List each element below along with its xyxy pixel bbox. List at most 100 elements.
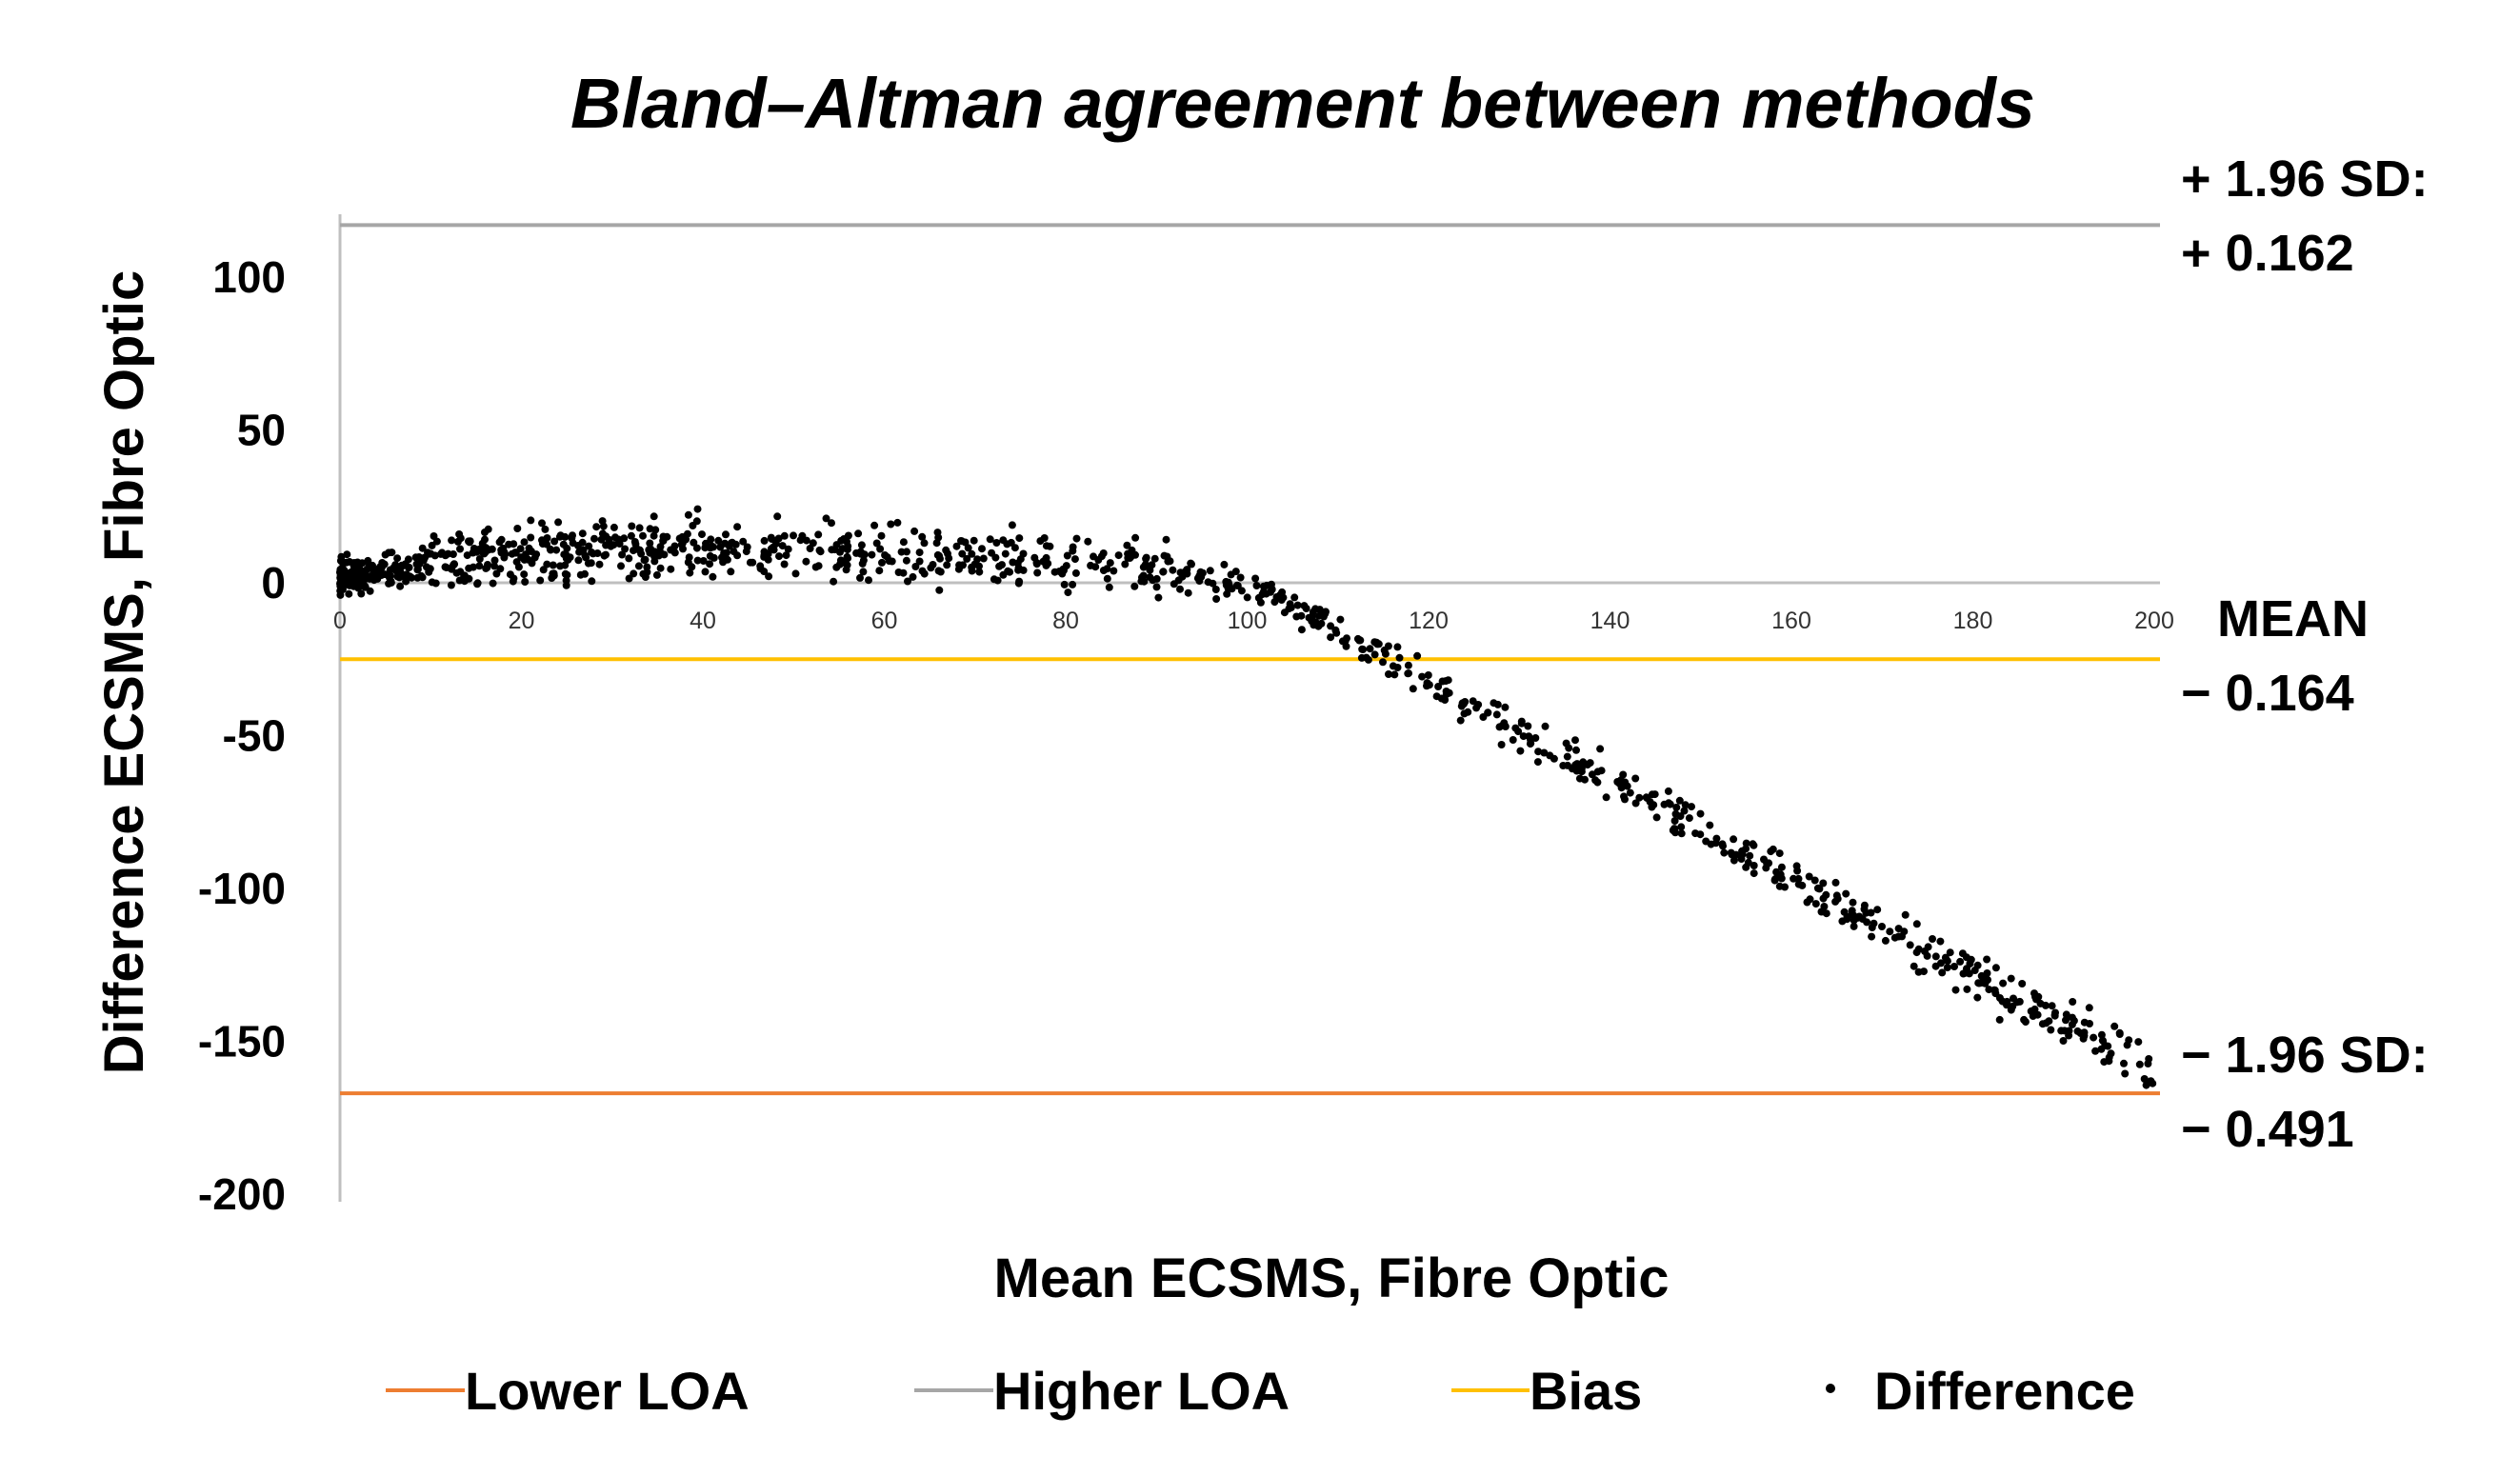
difference-point [1046,542,1054,550]
difference-point [843,537,850,546]
difference-point [520,570,529,579]
difference-point [355,566,364,574]
difference-point [858,559,867,568]
difference-point [670,549,679,557]
difference-point [1999,979,2008,987]
legend-bias-label: Bias [1530,1361,1642,1421]
difference-point [628,522,636,530]
difference-point [1015,534,1024,543]
legend-higher-loa-label: Higher LOA [993,1361,1290,1421]
difference-point [1212,595,1221,603]
difference-point [1137,577,1146,586]
difference-point [995,562,1004,570]
difference-point [1956,957,1965,966]
difference-point [1946,948,1954,957]
difference-point [1728,850,1736,859]
difference-point [646,525,654,533]
difference-point [868,550,876,559]
difference-point [1631,799,1640,808]
difference-point [605,535,613,544]
difference-point [562,554,570,563]
difference-point [456,545,464,553]
x-tick-label: 140 [1590,608,1630,634]
difference-point [2007,974,2015,983]
difference-point [450,560,458,568]
difference-point [1196,568,1205,576]
difference-point [1670,817,1679,825]
difference-point [1267,588,1274,596]
difference-point [1706,821,1714,829]
difference-point [2080,1031,2089,1040]
difference-point [1985,986,1993,994]
difference-point [844,554,852,563]
difference-point [431,579,440,588]
difference-point [631,540,640,549]
difference-point [1438,677,1447,686]
difference-point [1577,768,1586,776]
difference-point [857,541,866,549]
difference-point [575,548,584,556]
difference-point [727,568,735,576]
difference-point [374,566,383,574]
difference-point [1032,560,1041,568]
difference-point [2123,1041,2131,1049]
difference-point [2121,1069,2130,1078]
difference-point [1541,722,1550,730]
difference-point [842,544,850,552]
difference-point [693,505,702,513]
difference-point [1183,569,1191,578]
difference-point [770,546,778,554]
x-tick-label: 180 [1953,608,1993,634]
difference-point [404,564,412,571]
difference-point [1141,560,1150,568]
mean-annotation-line2: − 0.164 [2181,665,2354,722]
difference-point [756,565,765,573]
difference-point [1938,968,1947,977]
difference-point [1811,900,1820,908]
difference-point [373,574,382,583]
difference-point [1813,884,1822,892]
difference-point [625,574,633,583]
difference-point [559,540,568,549]
difference-point [701,544,710,552]
difference-point [1966,960,1974,967]
difference-point [1385,670,1392,678]
difference-point [822,514,830,523]
difference-point [963,554,971,563]
difference-point [2100,1058,2109,1067]
difference-point [790,531,797,540]
difference-point [1395,653,1404,662]
difference-point [1154,593,1163,602]
difference-point [1084,537,1092,546]
difference-point [1819,879,1828,888]
difference-point [635,546,644,554]
difference-point [802,536,810,545]
difference-point [1130,582,1139,590]
difference-point [780,531,789,540]
difference-point [510,540,518,549]
difference-point [634,562,643,570]
difference-point [1937,959,1945,967]
difference-point [685,553,693,562]
difference-point [1973,993,1982,1002]
difference-point [1460,709,1469,718]
difference-point [1445,688,1453,697]
difference-point [2068,1020,2076,1028]
difference-point [574,556,583,565]
difference-point [1711,839,1720,848]
difference-point [1881,936,1890,945]
difference-point [1750,862,1758,869]
difference-point [784,545,792,553]
difference-point [336,590,345,599]
difference-point [1252,582,1261,589]
difference-point [2018,980,2027,987]
difference-point [992,539,1001,547]
difference-point [684,510,692,519]
difference-point [1526,740,1534,748]
difference-point [1571,761,1580,769]
difference-point [1531,734,1540,742]
difference-point [650,552,659,561]
difference-point [2038,1020,2047,1028]
difference-point [1831,878,1840,887]
difference-point [466,537,474,546]
